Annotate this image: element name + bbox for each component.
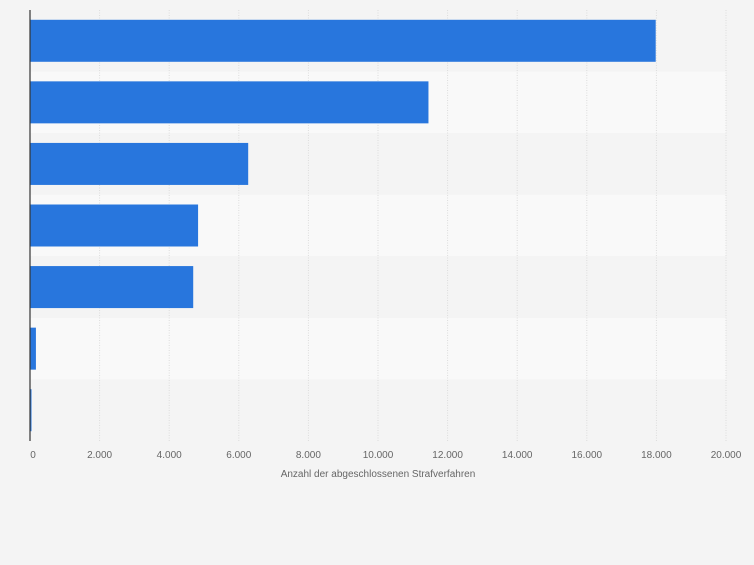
- x-axis-label: Anzahl der abgeschlossenen Strafverfahre…: [281, 469, 476, 480]
- x-tick-label: 8.000: [296, 450, 321, 461]
- x-tick-label: 0: [30, 450, 36, 461]
- x-tick-label: 18.000: [641, 450, 672, 461]
- x-tick-labels: 0 2.000 4.000 6.000 8.000 10.000 12.000 14.000 1…: [30, 450, 742, 461]
- bar[interactable]: [30, 204, 199, 247]
- bar[interactable]: [30, 81, 429, 124]
- x-tick-label: 2.000: [87, 450, 112, 461]
- x-tick-label: 20.000: [711, 450, 742, 461]
- x-tick-label: 4.000: [157, 450, 182, 461]
- bar[interactable]: [30, 266, 194, 309]
- bars: [30, 19, 656, 432]
- bar[interactable]: [30, 389, 32, 432]
- x-tick-label: 6.000: [226, 450, 251, 461]
- x-tick-label: 10.000: [363, 450, 394, 461]
- bar[interactable]: [30, 327, 36, 370]
- bar[interactable]: [30, 19, 656, 62]
- x-tick-label: 16.000: [572, 450, 603, 461]
- x-tick-label: 14.000: [502, 450, 533, 461]
- x-tick-label: 12.000: [432, 450, 463, 461]
- bar[interactable]: [30, 142, 249, 185]
